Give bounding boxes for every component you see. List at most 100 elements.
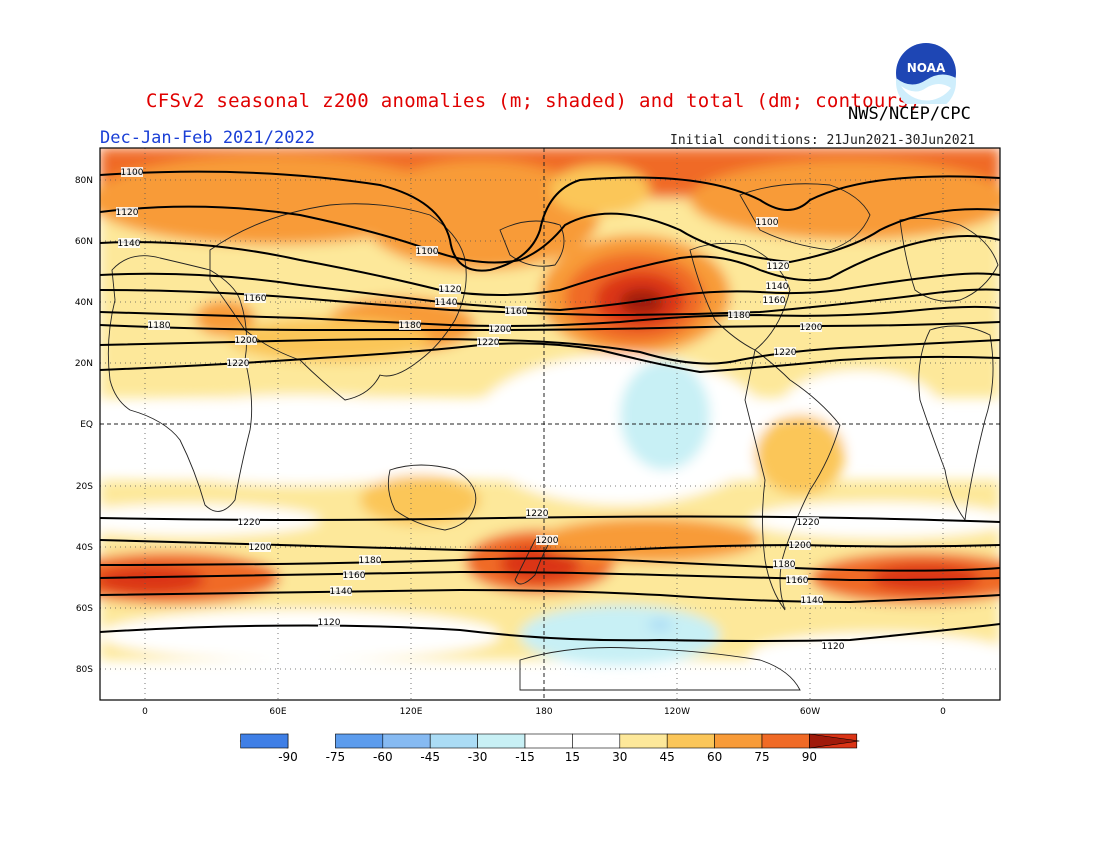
- lon-label: 180: [535, 707, 552, 717]
- contour-label: 1200: [536, 536, 559, 546]
- colorbar-label: 75: [754, 750, 769, 764]
- contour-label-bg: [766, 281, 788, 291]
- contour-label: 1140: [435, 298, 458, 308]
- contour-label-bg: [435, 297, 457, 307]
- colorbar-swatch: [335, 733, 384, 749]
- logo-text: NOAA: [907, 61, 946, 75]
- lat-label: 60S: [76, 604, 93, 614]
- contour-label-bg: [536, 535, 558, 545]
- map-title: CFSv2 seasonal z200 anomalies (m; shaded…: [146, 90, 921, 112]
- contour-label-bg: [121, 167, 143, 177]
- contour-label: 1100: [416, 247, 439, 257]
- contour-label-bg: [227, 358, 249, 368]
- lon-label: 0: [142, 707, 148, 717]
- contour-label-bg: [822, 641, 844, 651]
- contour-label: 1100: [121, 168, 144, 178]
- contour-label-bg: [249, 542, 271, 552]
- lat-label: EQ: [80, 420, 93, 430]
- contour-label: 1200: [249, 543, 272, 553]
- season-label: Dec-Jan-Feb 2021/2022: [100, 128, 315, 148]
- lat-label: 80S: [76, 665, 93, 675]
- colorbar-swatch: [429, 733, 478, 749]
- colorbar-label: 30: [612, 750, 627, 764]
- lon-label: 60W: [800, 707, 820, 717]
- contour-label-bg: [477, 337, 499, 347]
- colorbar-swatch: [477, 733, 526, 749]
- contour-label-bg: [439, 284, 461, 294]
- contour-label: 1100: [756, 218, 779, 228]
- colorbar-label: -90: [278, 750, 298, 764]
- colorbar-label: -15: [515, 750, 535, 764]
- contour-label-bg: [800, 322, 822, 332]
- latitude-labels: 80N 60N 40N 20N EQ 20S 40S 60S 80S: [75, 176, 93, 675]
- contour-label-bg: [416, 246, 438, 256]
- contour-label-bg: [343, 570, 365, 580]
- contour-label-bg: [526, 508, 548, 518]
- colorbar-label: 15: [565, 750, 580, 764]
- agency-label: NWS/NCEP/CPC: [848, 104, 971, 124]
- contour-label: 1160: [786, 576, 809, 586]
- contour-label-bg: [773, 559, 795, 569]
- contour-label: 1120: [318, 618, 341, 628]
- contour-label: 1180: [773, 560, 796, 570]
- contour-label-bg: [797, 517, 819, 527]
- contour-label: 1180: [148, 321, 171, 331]
- colorbar-swatch: [240, 733, 289, 749]
- contour-label: 1120: [767, 262, 790, 272]
- contour-label: 1160: [505, 307, 528, 317]
- colorbar-swatch: [666, 733, 715, 749]
- contour-label: 1180: [728, 311, 751, 321]
- contour-label-bg: [489, 324, 511, 334]
- contour-label-bg: [118, 238, 140, 248]
- contour-label: 1220: [774, 348, 797, 358]
- contour-label-bg: [756, 217, 778, 227]
- lat-label: 20N: [75, 359, 93, 369]
- contour-label: 1200: [800, 323, 823, 333]
- contour-label-bg: [116, 207, 138, 217]
- colorbar-swatch: [619, 733, 668, 749]
- lat-label: 20S: [76, 482, 93, 492]
- contour-label: 1140: [801, 596, 824, 606]
- contour-label: 1220: [227, 359, 250, 369]
- contour-label-bg: [238, 517, 260, 527]
- colorbar-label: -75: [326, 750, 346, 764]
- contour-labels: 1100 1120 1140 1100 1120 1140 1160 1180 1200 1220…: [116, 167, 845, 652]
- contour-label-bg: [244, 293, 266, 303]
- lat-label: 40N: [75, 298, 93, 308]
- contour-label: 1180: [399, 321, 422, 331]
- lat-label: 80N: [75, 176, 93, 186]
- contour-label: 1120: [822, 642, 845, 652]
- colorbar-swatch: [714, 733, 763, 749]
- contour-label-bg: [786, 575, 808, 585]
- longitude-labels: 0 60E 120E 180 120W 60W 0: [142, 707, 946, 717]
- colorbar-label: -60: [373, 750, 393, 764]
- contour-label-bg: [399, 320, 421, 330]
- contour-label: 1160: [763, 296, 786, 306]
- height-contours: [100, 170, 1000, 642]
- contour-label: 1220: [238, 518, 261, 528]
- contour-label: 1200: [489, 325, 512, 335]
- lon-label: 60E: [269, 707, 286, 717]
- colorbar-swatch: [524, 733, 573, 749]
- reference-lines: [100, 148, 1000, 700]
- contour-label: 1120: [439, 285, 462, 295]
- contour-label-bg: [318, 617, 340, 627]
- contour-label-bg: [728, 310, 750, 320]
- contour-label: 1220: [477, 338, 500, 348]
- contour-label: 1200: [235, 336, 258, 346]
- contour-label-bg: [235, 335, 257, 345]
- contour-label: 1140: [330, 587, 353, 597]
- contour-label: 1140: [118, 239, 141, 249]
- contour-label-bg: [767, 261, 789, 271]
- contour-label: 1200: [789, 541, 812, 551]
- lon-label: 0: [940, 707, 946, 717]
- contour-label-bg: [359, 555, 381, 565]
- contour-label-bg: [774, 347, 796, 357]
- contour-label: 1160: [343, 571, 366, 581]
- plot-frame: [99, 147, 1001, 701]
- colorbar-label: 90: [802, 750, 817, 764]
- colorbar: -90 -75 -60 -45 -30 -15 15 30 45 60 75 90: [239, 733, 860, 764]
- colorbar-label: 45: [660, 750, 675, 764]
- colorbar-label: -45: [420, 750, 440, 764]
- lat-label: 60N: [75, 237, 93, 247]
